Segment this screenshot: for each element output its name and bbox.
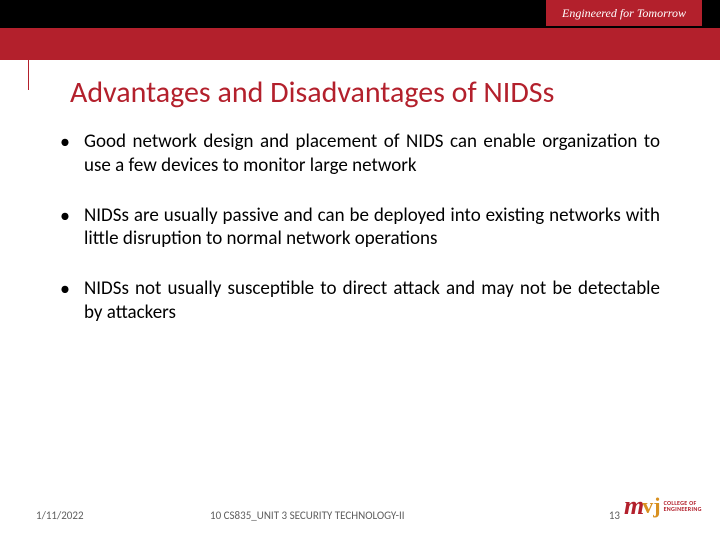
footer-course: 10 CS835_UNIT 3 SECURITY TECHNOLOGY-II xyxy=(210,509,405,522)
footer: 1/11/2022 10 CS835_UNIT 3 SECURITY TECHN… xyxy=(0,488,720,528)
tagline-bar: Engineered for Tomorrow xyxy=(546,0,702,26)
bullet-item: • Good network design and placement of N… xyxy=(60,130,660,178)
bullet-dot-icon: • xyxy=(60,277,84,325)
logo-text: COLLEGE OF ENGINEERING xyxy=(664,500,702,512)
bullet-dot-icon: • xyxy=(60,204,84,252)
footer-date: 1/11/2022 xyxy=(36,509,84,522)
bullet-text: Good network design and placement of NID… xyxy=(84,130,660,178)
college-logo: mvj COLLEGE OF ENGINEERING xyxy=(624,488,706,524)
slide: Engineered for Tomorrow Advantages and D… xyxy=(0,0,720,540)
slide-title: Advantages and Disadvantages of NIDSs xyxy=(70,74,670,111)
tagline-text: Engineered for Tomorrow xyxy=(562,6,686,21)
title-container: Advantages and Disadvantages of NIDSs xyxy=(70,74,670,111)
bullet-item: • NIDSs not usually susceptible to direc… xyxy=(60,277,660,325)
footer-page-number: 13 xyxy=(609,509,620,522)
bullet-item: • NIDSs are usually passive and can be d… xyxy=(60,204,660,252)
logo-vj-glyph: vj xyxy=(642,493,660,519)
logo-line2: ENGINEERING xyxy=(664,506,702,512)
bullet-dot-icon: • xyxy=(60,130,84,178)
content-area: • Good network design and placement of N… xyxy=(60,130,660,351)
bullet-text: NIDSs are usually passive and can be dep… xyxy=(84,204,660,252)
header-red-bar xyxy=(0,28,720,60)
logo-m-glyph: m xyxy=(624,491,642,521)
header-vertical-accent xyxy=(28,28,29,90)
bullet-text: NIDSs not usually susceptible to direct … xyxy=(84,277,660,325)
